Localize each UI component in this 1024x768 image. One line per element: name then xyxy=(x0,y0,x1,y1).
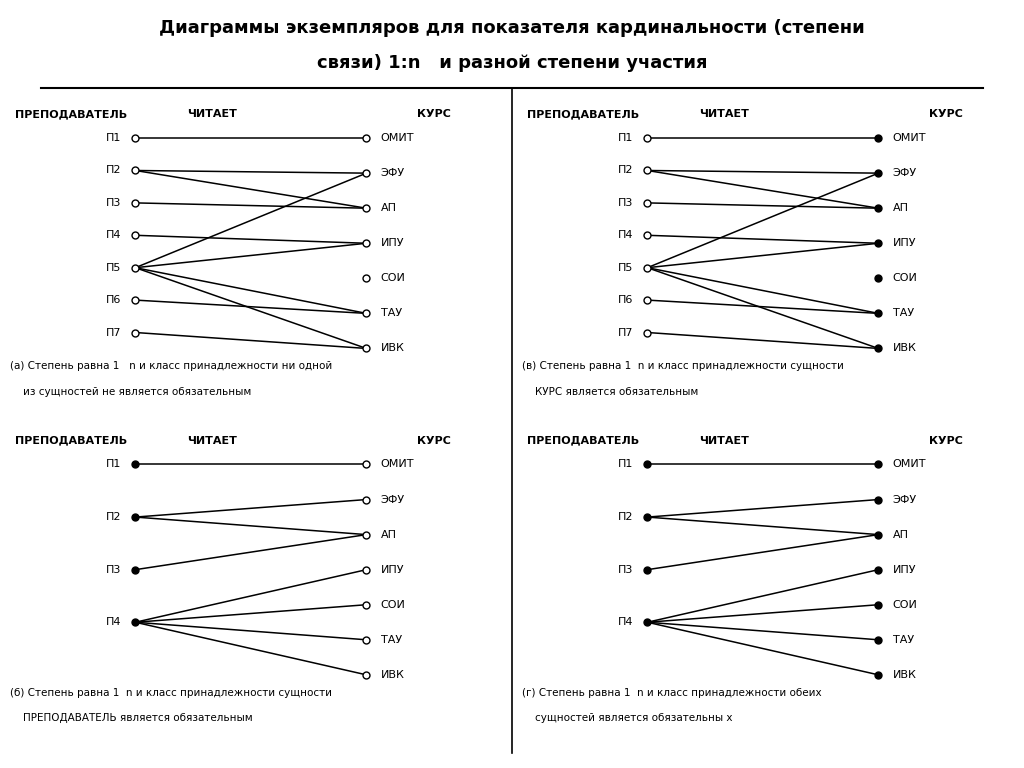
Text: (а) Степень равна 1   n и класс принадлежности ни одной: (а) Степень равна 1 n и класс принадлежн… xyxy=(10,361,333,371)
Text: СОИ: СОИ xyxy=(893,600,918,610)
Text: ПРЕПОДАВАТЕЛЬ: ПРЕПОДАВАТЕЛЬ xyxy=(527,109,639,119)
Text: КУРС является обязательным: КУРС является обязательным xyxy=(522,387,698,397)
Text: П4: П4 xyxy=(105,230,121,240)
Text: ИВК: ИВК xyxy=(381,343,404,353)
Text: П6: П6 xyxy=(617,295,633,305)
Text: ЧИТАЕТ: ЧИТАЕТ xyxy=(187,435,238,445)
Text: КУРС: КУРС xyxy=(417,435,451,445)
Text: ЧИТАЕТ: ЧИТАЕТ xyxy=(699,109,750,119)
Text: АП: АП xyxy=(893,530,909,540)
Text: из сущностей не является обязательным: из сущностей не является обязательным xyxy=(10,387,252,397)
Text: ИПУ: ИПУ xyxy=(381,238,404,248)
Text: П1: П1 xyxy=(617,133,633,143)
Text: П5: П5 xyxy=(105,263,121,273)
Text: П2: П2 xyxy=(105,512,121,522)
Text: П4: П4 xyxy=(105,617,121,627)
Text: (г) Степень равна 1  n и класс принадлежности обеих: (г) Степень равна 1 n и класс принадлежн… xyxy=(522,687,822,697)
Text: ПРЕПОДАВАТЕЛЬ: ПРЕПОДАВАТЕЛЬ xyxy=(527,435,639,445)
Text: связи) 1:n   и разной степени участия: связи) 1:n и разной степени участия xyxy=(316,54,708,71)
Text: П3: П3 xyxy=(105,564,121,574)
Text: ТАУ: ТАУ xyxy=(381,635,402,645)
Text: ОМИТ: ОМИТ xyxy=(381,133,415,143)
Text: ПРЕПОДАВАТЕЛЬ: ПРЕПОДАВАТЕЛЬ xyxy=(15,435,127,445)
Text: П3: П3 xyxy=(617,564,633,574)
Text: П2: П2 xyxy=(105,165,121,176)
Text: КУРС: КУРС xyxy=(417,109,451,119)
Text: П1: П1 xyxy=(617,459,633,469)
Text: ИВК: ИВК xyxy=(893,670,916,680)
Text: ИПУ: ИПУ xyxy=(893,238,916,248)
Text: (б) Степень равна 1  n и класс принадлежности сущности: (б) Степень равна 1 n и класс принадлежн… xyxy=(10,687,332,697)
Text: ЧИТАЕТ: ЧИТАЕТ xyxy=(699,435,750,445)
Text: П3: П3 xyxy=(105,198,121,208)
Text: П5: П5 xyxy=(617,263,633,273)
Text: П7: П7 xyxy=(105,327,121,337)
Text: ОМИТ: ОМИТ xyxy=(893,459,927,469)
Text: П3: П3 xyxy=(617,198,633,208)
Text: КУРС: КУРС xyxy=(929,109,963,119)
Text: ИВК: ИВК xyxy=(381,670,404,680)
Text: АП: АП xyxy=(381,204,397,214)
Text: ТАУ: ТАУ xyxy=(381,309,402,319)
Text: ТАУ: ТАУ xyxy=(893,635,914,645)
Text: ИПУ: ИПУ xyxy=(893,564,916,574)
Text: ТАУ: ТАУ xyxy=(893,309,914,319)
Text: ОМИТ: ОМИТ xyxy=(381,459,415,469)
Text: П4: П4 xyxy=(617,617,633,627)
Text: ИВК: ИВК xyxy=(893,343,916,353)
Text: СОИ: СОИ xyxy=(381,600,406,610)
Text: ПРЕПОДАВАТЕЛЬ является обязательным: ПРЕПОДАВАТЕЛЬ является обязательным xyxy=(10,713,253,723)
Text: АП: АП xyxy=(893,204,909,214)
Text: ЭФУ: ЭФУ xyxy=(381,168,404,178)
Text: ОМИТ: ОМИТ xyxy=(893,133,927,143)
Text: ЭФУ: ЭФУ xyxy=(893,495,916,505)
Text: П7: П7 xyxy=(617,327,633,337)
Text: ИПУ: ИПУ xyxy=(381,564,404,574)
Text: сущностей является обязательны х: сущностей является обязательны х xyxy=(522,713,733,723)
Text: П2: П2 xyxy=(617,512,633,522)
Text: ЧИТАЕТ: ЧИТАЕТ xyxy=(187,109,238,119)
Text: АП: АП xyxy=(381,530,397,540)
Text: Диаграммы экземпляров для показателя кардинальности (степени: Диаграммы экземпляров для показателя кар… xyxy=(159,19,865,37)
Text: П1: П1 xyxy=(105,133,121,143)
Text: П2: П2 xyxy=(617,165,633,176)
Text: П1: П1 xyxy=(105,459,121,469)
Text: П6: П6 xyxy=(105,295,121,305)
Text: ПРЕПОДАВАТЕЛЬ: ПРЕПОДАВАТЕЛЬ xyxy=(15,109,127,119)
Text: СОИ: СОИ xyxy=(893,273,918,283)
Text: СОИ: СОИ xyxy=(381,273,406,283)
Text: (в) Степень равна 1  n и класс принадлежности сущности: (в) Степень равна 1 n и класс принадлежн… xyxy=(522,361,844,371)
Text: ЭФУ: ЭФУ xyxy=(381,495,404,505)
Text: ЭФУ: ЭФУ xyxy=(893,168,916,178)
Text: П4: П4 xyxy=(617,230,633,240)
Text: КУРС: КУРС xyxy=(929,435,963,445)
